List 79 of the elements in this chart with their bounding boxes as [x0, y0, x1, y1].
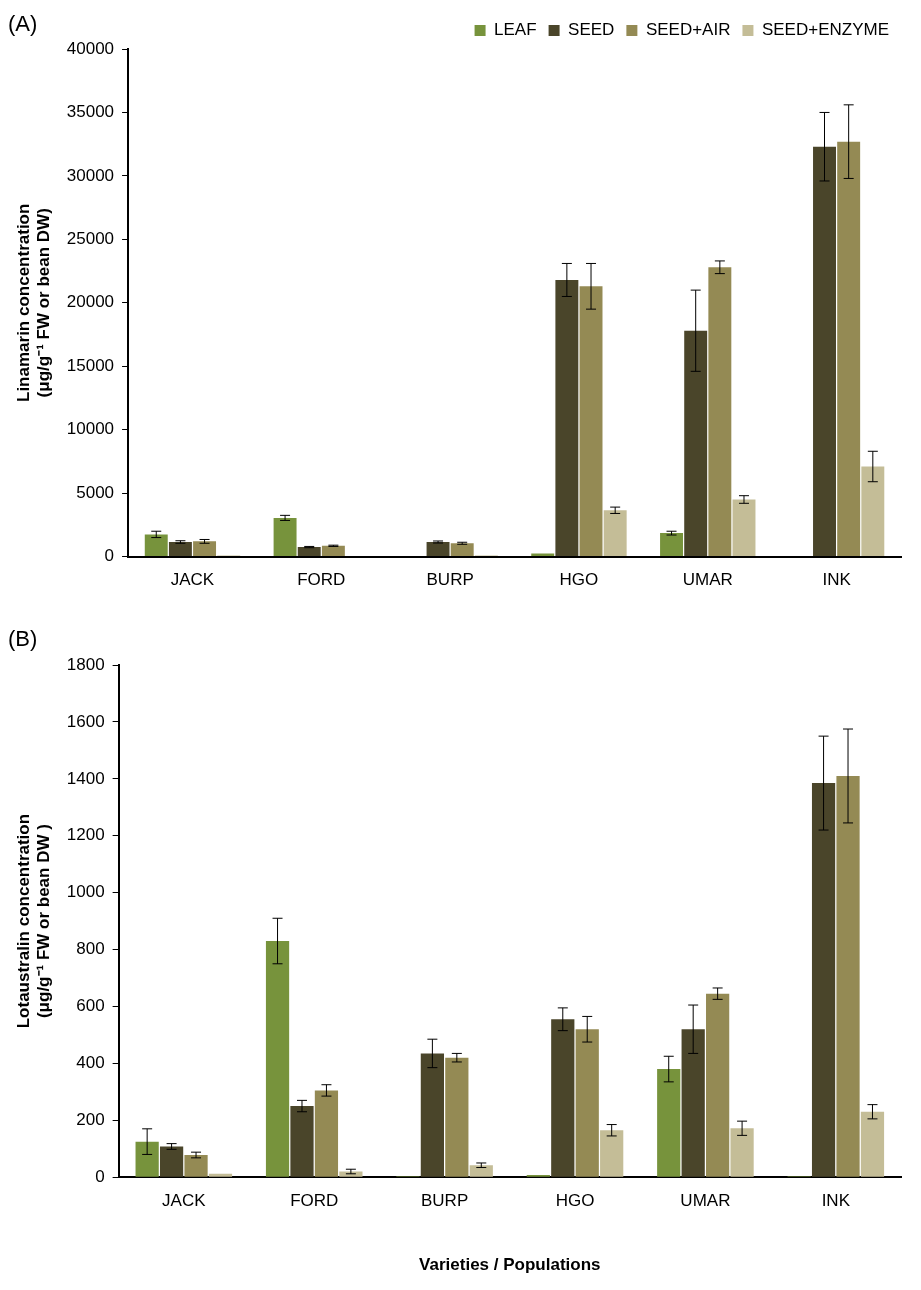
- bar: [426, 542, 450, 557]
- bar: [837, 141, 861, 557]
- y-tick-label: 1400: [66, 768, 105, 788]
- bar: [813, 146, 836, 557]
- bar: [579, 286, 603, 557]
- legend-label: SEED+AIR: [645, 20, 731, 40]
- x-tick-label: BURP: [420, 1191, 469, 1211]
- bar: [290, 1106, 314, 1177]
- x-tick-label: HGO: [555, 1191, 595, 1211]
- bar: [168, 542, 192, 557]
- y-tick-label: 800: [76, 939, 105, 959]
- x-tick-label: JACK: [170, 570, 215, 590]
- y-tick-label: 1600: [66, 711, 105, 731]
- text: (A): [8, 11, 38, 37]
- y-tick-label: 30000: [66, 165, 115, 185]
- y-tick-label: 10000: [66, 419, 115, 439]
- bar: [184, 1155, 208, 1177]
- bar: [273, 517, 297, 557]
- y-tick-label: 5000: [76, 482, 115, 502]
- bar: [314, 1090, 339, 1177]
- bar: [445, 1057, 469, 1177]
- bar: [861, 466, 885, 557]
- bar: [135, 1141, 159, 1177]
- bar: [420, 1053, 444, 1177]
- y-tick-label: 400: [76, 1053, 105, 1073]
- y-tick-label: 1000: [66, 882, 105, 902]
- bar: [836, 775, 860, 1177]
- y-tick-label: 15000: [66, 355, 115, 375]
- y-tick-label: 600: [76, 996, 105, 1016]
- bar: [657, 1069, 681, 1177]
- x-tick-label: FORD: [297, 570, 346, 590]
- y-tick-label: 200: [76, 1109, 105, 1129]
- y-tick-label: 40000: [66, 38, 115, 58]
- y-tick-label: 35000: [66, 102, 115, 122]
- x-tick-label: INK: [821, 1191, 851, 1211]
- text: (B): [8, 626, 38, 652]
- bar: [600, 1130, 624, 1177]
- bar: [603, 510, 627, 557]
- x-tick-label: HGO: [559, 570, 599, 590]
- y-tick-label: 20000: [66, 292, 115, 312]
- y-tick-label: 0: [104, 546, 115, 566]
- bar: [531, 553, 555, 557]
- bar: [193, 541, 217, 557]
- legend-label: SEED+ENZYME: [761, 20, 889, 40]
- bar: [681, 1029, 705, 1177]
- x-tick-label: INK: [822, 570, 852, 590]
- x-tick-label: UMAR: [682, 570, 733, 590]
- bar: [708, 267, 732, 557]
- bar: [450, 543, 474, 557]
- bar: [144, 534, 168, 557]
- x-tick-label: JACK: [162, 1191, 207, 1211]
- bar: [575, 1029, 599, 1177]
- bar: [860, 1111, 885, 1177]
- bar: [811, 783, 836, 1177]
- y-axis-title: Linamarin concentration (μg/g⁻¹ FW or bean DW): [13, 203, 54, 402]
- x-tick-label: FORD: [290, 1191, 339, 1211]
- bar: [551, 1019, 575, 1177]
- x-tick-label: BURP: [426, 570, 474, 590]
- bar: [684, 330, 708, 557]
- x-tick-label: UMAR: [680, 1191, 731, 1211]
- y-tick-label: 25000: [66, 229, 115, 249]
- bar: [321, 545, 345, 557]
- bar: [208, 1173, 233, 1177]
- x-axis-title: Varieties / Populations: [419, 1255, 601, 1275]
- bar: [265, 941, 290, 1177]
- bar: [469, 1165, 493, 1177]
- y-tick-label: 1800: [66, 654, 105, 674]
- bar: [660, 533, 684, 557]
- bar: [297, 547, 321, 557]
- bar: [732, 499, 756, 557]
- bar: [706, 993, 730, 1177]
- bar: [555, 279, 579, 557]
- y-tick-label: 0: [95, 1166, 105, 1186]
- legend-label: LEAF: [494, 20, 537, 40]
- bar: [730, 1128, 754, 1177]
- bar: [159, 1146, 184, 1177]
- legend-label: SEED: [568, 20, 615, 40]
- y-axis-title: Lotaustralin concentration (μg/g⁻¹ FW or bean DW ): [13, 813, 54, 1029]
- y-tick-label: 1200: [66, 825, 105, 845]
